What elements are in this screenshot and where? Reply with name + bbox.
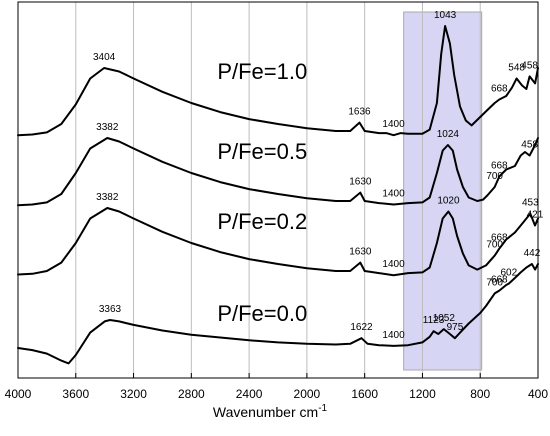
- peak-label: 548: [508, 63, 525, 74]
- peak-label: 3382: [96, 192, 119, 203]
- x-tick-label: 4000: [5, 387, 32, 401]
- plot-frame: [17, 1, 539, 379]
- peak-label: 421: [527, 210, 544, 221]
- grid-lines: [75, 2, 481, 378]
- peak-label: 3363: [99, 304, 122, 315]
- series-name-label: P/Fe=0.0: [217, 301, 307, 326]
- peak-label: 700: [486, 240, 503, 251]
- x-tick-label: 400: [528, 387, 548, 401]
- x-axis-ticks: 4000 3600 3200 2800 2400 2000 1600 1200 800 400: [5, 373, 548, 401]
- x-axis-title-superscript: -1: [318, 403, 327, 414]
- series-line: [17, 207, 539, 277]
- x-tick-label: 2400: [236, 387, 263, 401]
- peak-label: 1052: [433, 313, 456, 324]
- peak-label: 668: [491, 275, 508, 286]
- peak-label: 3382: [96, 122, 119, 133]
- peak-label: 442: [524, 248, 541, 259]
- x-tick-label: 2000: [294, 387, 321, 401]
- peak-label: 1622: [350, 322, 373, 333]
- peak-label: 458: [521, 60, 538, 71]
- x-tick-label: 3600: [62, 387, 89, 401]
- peak-label: 1636: [348, 107, 371, 118]
- peak-label: 668: [491, 84, 508, 95]
- series-line: [17, 263, 539, 365]
- series-line: [17, 25, 539, 137]
- series-labels: P/Fe=1.0 P/Fe=0.5 P/Fe=0.2 P/Fe=0.0: [217, 59, 307, 326]
- peak-label: 668: [491, 233, 508, 244]
- peak-label: 458: [521, 140, 538, 151]
- series-name-label: P/Fe=1.0: [217, 59, 307, 84]
- peak-label: 700: [486, 171, 503, 182]
- x-tick-label: 2800: [178, 387, 205, 401]
- peak-label: 1043: [434, 10, 457, 21]
- peak-label: 700: [486, 277, 503, 288]
- peak-label: 1400: [382, 119, 405, 130]
- peak-label: 1024: [437, 129, 460, 140]
- series-name-label: P/Fe=0.5: [217, 139, 307, 164]
- peak-labels: 3404163614001043668548458338216301400102…: [93, 10, 544, 341]
- peak-label: 1630: [349, 247, 372, 258]
- x-axis-title: Wavenumber cm-1: [213, 403, 328, 420]
- peak-label: 453: [522, 198, 539, 209]
- peak-label: 1630: [349, 177, 372, 188]
- x-tick-label: 1600: [351, 387, 378, 401]
- highlight-band-layer: [403, 11, 483, 371]
- x-axis-title-text: Wavenumber cm: [213, 404, 318, 420]
- peak-label: 1123: [423, 315, 445, 326]
- x-tick-label: 1200: [409, 387, 436, 401]
- highlight-band: [403, 11, 483, 371]
- peak-label: 3404: [93, 52, 116, 63]
- peak-label: 975: [447, 322, 464, 333]
- peak-label: 1020: [437, 196, 460, 207]
- peak-label: 1400: [382, 330, 405, 341]
- x-tick-label: 3200: [120, 387, 147, 401]
- peak-label: 668: [491, 161, 508, 172]
- series-line: [17, 137, 539, 207]
- x-tick-label: 800: [470, 387, 490, 401]
- series-name-label: P/Fe=0.2: [217, 209, 307, 234]
- peak-label: 602: [500, 268, 517, 279]
- spectra-series: [17, 25, 539, 365]
- peak-label: 1400: [382, 189, 405, 200]
- peak-label: 1400: [382, 259, 405, 270]
